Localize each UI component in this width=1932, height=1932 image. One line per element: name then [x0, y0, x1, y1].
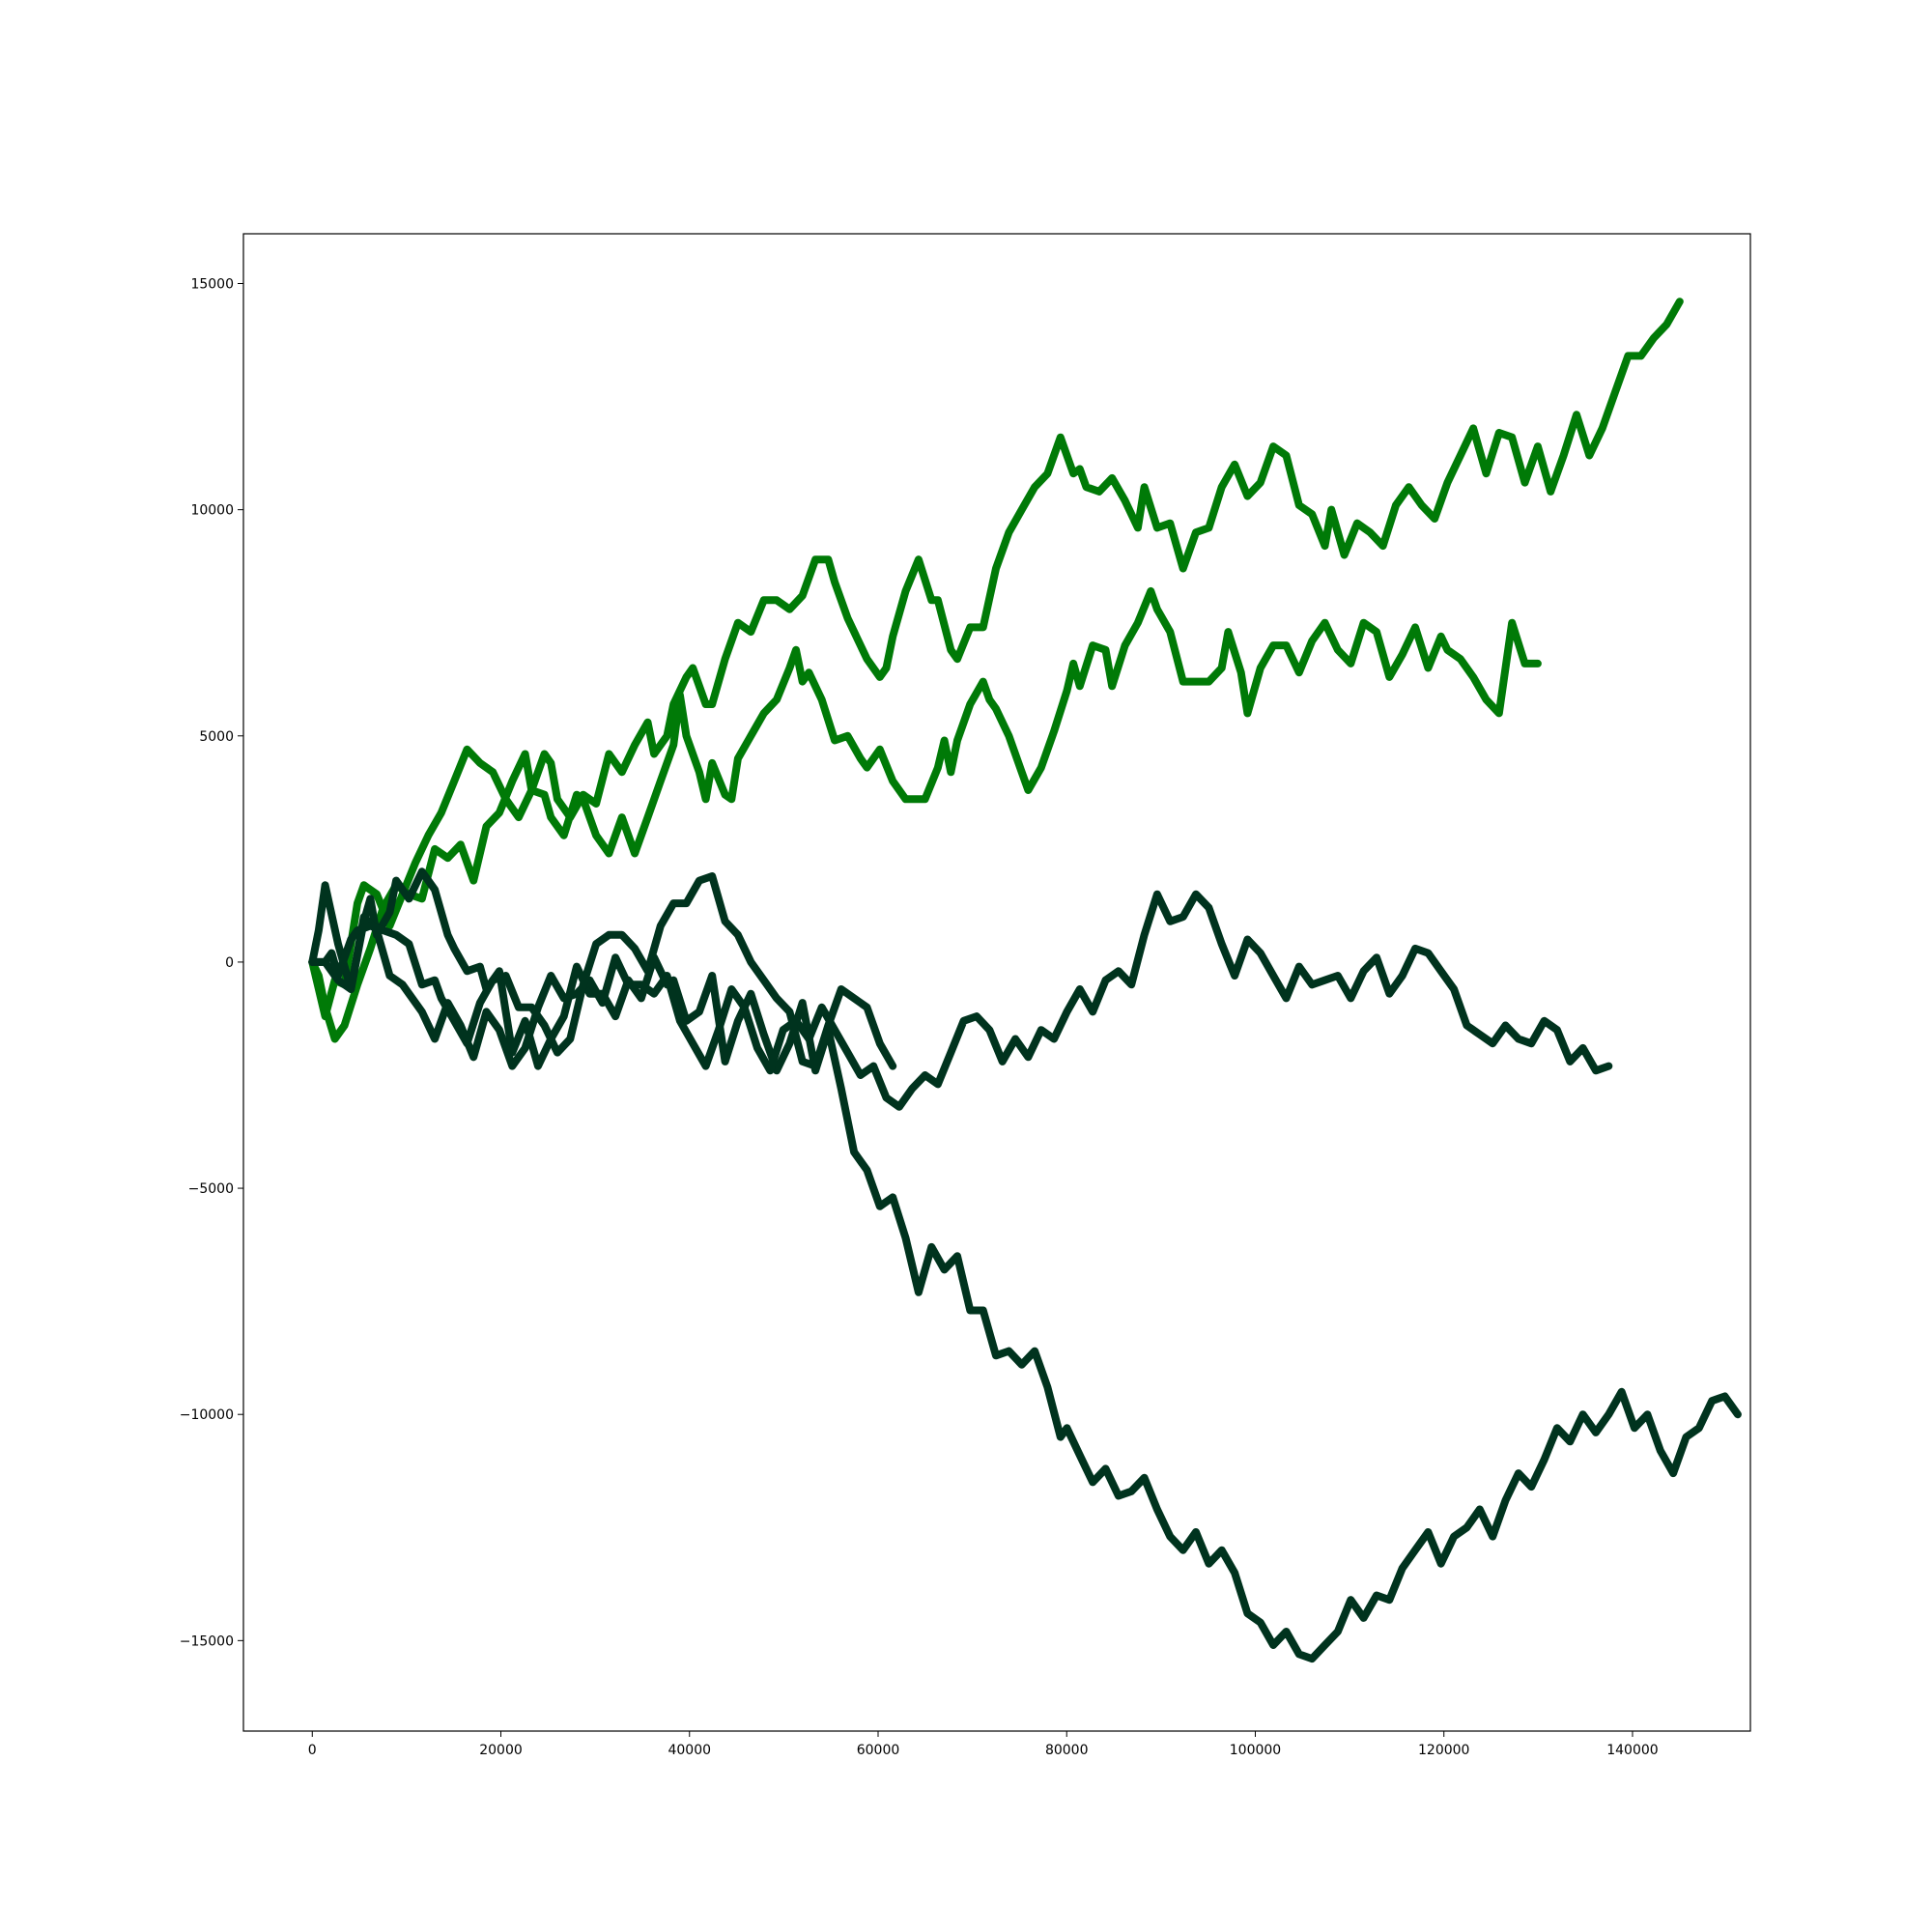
plot-area-frame: [242, 233, 1751, 1732]
y-tick-label: −5000: [188, 1181, 234, 1197]
x-tick-label: 0: [308, 1743, 317, 1758]
y-tick-label: 10000: [190, 503, 234, 519]
x-tick-label: 60000: [857, 1743, 900, 1758]
y-tick-label: −15000: [180, 1634, 234, 1649]
series-line-3: [308, 867, 1742, 1663]
y-tick-label: 15000: [190, 277, 234, 293]
series-layer: [308, 298, 1742, 1663]
y-tick-label: 5000: [199, 729, 234, 745]
x-tick-label: 40000: [668, 1743, 711, 1758]
x-axis: 0 20000 40000 60000 80000 100000 120000 140000: [308, 1731, 1659, 1758]
x-tick-label: 20000: [479, 1743, 523, 1758]
y-tick-label: −10000: [180, 1407, 234, 1423]
series-line-5: [308, 872, 897, 1070]
y-axis: 15000 10000 5000 0 −5000 −10000 −15000: [180, 277, 243, 1649]
series-line-1: [308, 298, 1684, 1021]
x-tick-label: 80000: [1045, 1743, 1089, 1758]
y-tick-label: 0: [225, 955, 234, 971]
x-tick-label: 120000: [1418, 1743, 1469, 1758]
x-tick-label: 100000: [1230, 1743, 1281, 1758]
series-line-4: [308, 890, 1613, 1111]
series-line-2: [308, 586, 1542, 1043]
x-tick-label: 140000: [1606, 1743, 1658, 1758]
